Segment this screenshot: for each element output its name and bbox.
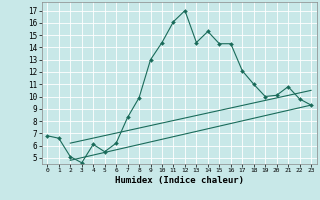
X-axis label: Humidex (Indice chaleur): Humidex (Indice chaleur) — [115, 176, 244, 185]
